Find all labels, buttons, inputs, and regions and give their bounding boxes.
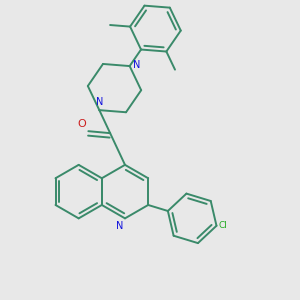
Text: Cl: Cl xyxy=(218,221,227,230)
Text: O: O xyxy=(78,119,86,129)
Text: N: N xyxy=(96,97,103,107)
Text: N: N xyxy=(116,221,123,231)
Text: N: N xyxy=(133,60,140,70)
